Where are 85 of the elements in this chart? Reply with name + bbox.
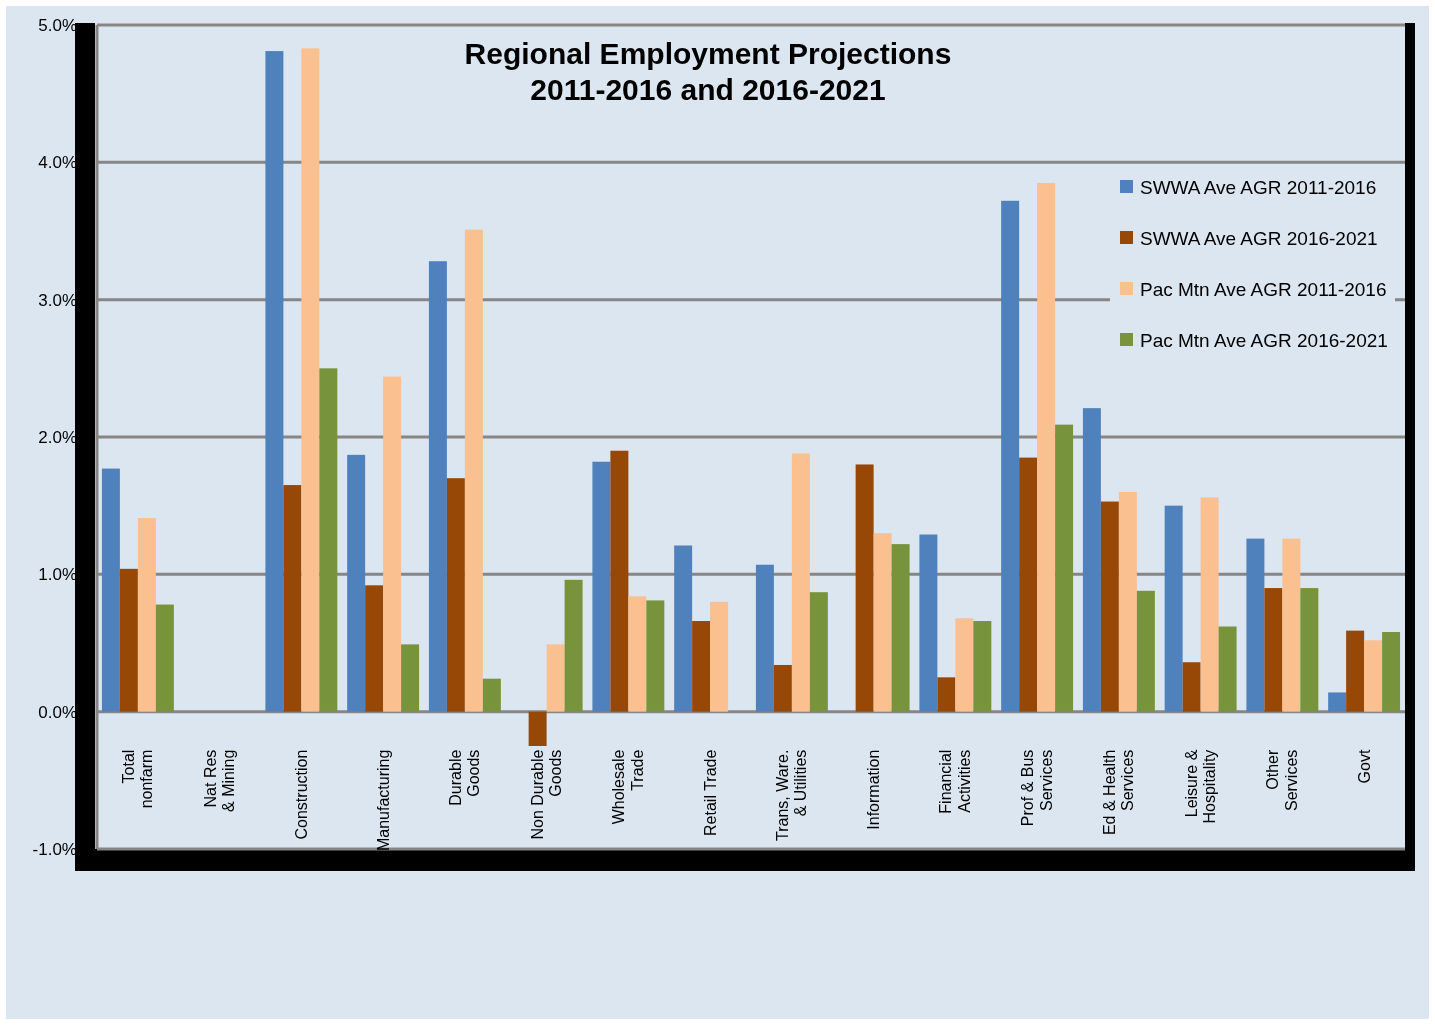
bar — [628, 596, 647, 712]
x-tick-label: Prof & Bus Services — [1019, 749, 1055, 827]
bar — [564, 579, 583, 712]
bar — [347, 454, 366, 712]
bar — [1246, 538, 1265, 712]
bar — [1136, 590, 1155, 712]
bar — [1382, 632, 1401, 712]
bar — [1037, 182, 1056, 712]
bar — [319, 368, 338, 712]
bar — [1182, 662, 1201, 712]
bar — [755, 564, 774, 712]
bar — [937, 677, 956, 712]
bar — [1055, 424, 1074, 712]
bar — [919, 534, 938, 712]
bar — [1118, 491, 1137, 712]
bar — [809, 592, 828, 712]
x-tick-label: Trans, Ware. & Utilities — [773, 749, 810, 841]
x-tick-label: Wholesale Trade — [610, 749, 646, 825]
bar — [646, 600, 665, 712]
bar — [1001, 200, 1020, 712]
bar — [401, 644, 420, 712]
x-tick-label: Total nonfarm — [119, 749, 156, 809]
bar — [1218, 626, 1237, 712]
x-tick-label: Manufacturing — [374, 749, 392, 852]
y-tick-label: 2.0% — [38, 427, 77, 447]
bar — [592, 461, 611, 712]
bar — [301, 48, 320, 712]
bar — [1200, 497, 1219, 712]
x-tick-label: Leisure & Hospitality — [1182, 749, 1219, 824]
bar — [546, 644, 565, 712]
y-tick-label: 3.0% — [38, 290, 77, 310]
bar — [955, 618, 974, 712]
text: Regional Employment Projections 2011-2016 and 2016-2021 — [464, 37, 952, 106]
bar — [855, 464, 874, 712]
bar — [1019, 457, 1038, 712]
bar — [119, 568, 138, 712]
bar — [446, 478, 465, 712]
bar — [674, 545, 693, 712]
bar — [1282, 538, 1301, 712]
x-tick-label: Other Services — [1264, 748, 1300, 812]
bar — [482, 678, 501, 712]
bar — [710, 601, 729, 712]
bar — [891, 544, 910, 712]
x-tick-label: Non Durable Goods — [528, 749, 565, 840]
bar — [428, 261, 447, 712]
x-tick-label: Durable Goods — [446, 749, 483, 806]
bar — [610, 450, 629, 712]
bar — [973, 621, 992, 712]
bar — [101, 468, 120, 712]
y-tick-label: -1.0% — [32, 839, 77, 859]
y-tick-label: 0.0% — [38, 702, 77, 722]
bar — [155, 604, 174, 712]
legend-label: SWWA Ave AGR 2011-2016 — [1140, 176, 1377, 198]
x-tick-label: Information — [865, 749, 883, 830]
bar — [791, 453, 810, 712]
bar — [528, 711, 547, 746]
y-tick-label: 4.0% — [38, 153, 77, 173]
bar — [1164, 505, 1183, 712]
x-tick-label: Govt — [1355, 749, 1373, 784]
bar — [265, 51, 284, 712]
bar — [383, 376, 402, 712]
bar — [773, 664, 792, 712]
x-tick-label: Construction — [292, 749, 310, 840]
bar — [1300, 588, 1319, 712]
bar — [464, 229, 483, 712]
legend-label: Pac Mtn Ave AGR 2016-2021 — [1140, 329, 1388, 351]
x-tick-label: Ed & Health Services — [1100, 749, 1137, 836]
bar — [1082, 408, 1101, 712]
bar — [137, 518, 156, 712]
legend-label: Pac Mtn Ave AGR 2011-2016 — [1140, 278, 1387, 300]
x-tick-label: Nat Res & Mining — [201, 749, 238, 812]
legend-label: SWWA Ave AGR 2016-2021 — [1140, 227, 1378, 249]
bar — [692, 621, 711, 712]
x-tick-label: Retail Trade — [701, 749, 719, 836]
y-tick-label: 5.0% — [38, 15, 77, 35]
x-tick-label: Financial Activities — [937, 749, 973, 814]
bar — [283, 485, 302, 712]
bar — [873, 533, 892, 712]
bar — [1364, 640, 1383, 712]
bar — [365, 585, 384, 712]
bar — [1100, 501, 1119, 712]
bar — [1328, 692, 1347, 712]
y-tick-label: 1.0% — [38, 565, 77, 585]
bar — [1264, 588, 1283, 712]
bar — [1346, 630, 1365, 712]
